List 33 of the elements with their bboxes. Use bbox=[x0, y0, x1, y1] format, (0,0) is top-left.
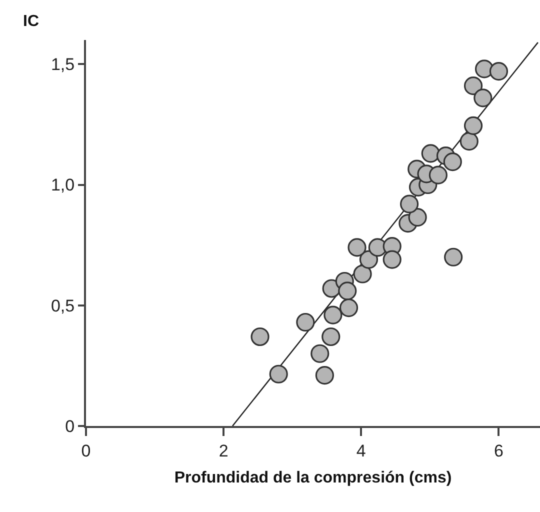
point bbox=[322, 327, 340, 346]
point bbox=[339, 298, 358, 318]
y-tick-label: 1,0 bbox=[50, 176, 75, 195]
point bbox=[428, 166, 448, 184]
point bbox=[324, 306, 342, 324]
point bbox=[464, 76, 483, 96]
point bbox=[310, 344, 330, 363]
y-tick-label: 0,5 bbox=[50, 296, 75, 316]
point bbox=[408, 208, 427, 227]
point bbox=[443, 152, 462, 172]
point bbox=[489, 62, 508, 81]
x-tick-label: 6 bbox=[494, 441, 504, 460]
y-axis-title: IC bbox=[23, 13, 40, 30]
point bbox=[400, 194, 419, 214]
x-tick-label: 2 bbox=[218, 441, 228, 460]
point bbox=[460, 132, 478, 151]
x-tick-label: 4 bbox=[356, 441, 366, 460]
y-tick-label: 0 bbox=[65, 416, 75, 436]
point bbox=[464, 116, 483, 135]
point bbox=[315, 366, 334, 385]
x-tick-label: 0 bbox=[81, 441, 91, 460]
x-axis-title: Profundidad de la compresión (cms) bbox=[174, 470, 452, 487]
point bbox=[269, 364, 288, 384]
point bbox=[338, 282, 357, 300]
point bbox=[296, 312, 315, 332]
point bbox=[353, 264, 372, 284]
point bbox=[444, 248, 463, 266]
point bbox=[348, 238, 366, 257]
point bbox=[421, 144, 440, 163]
point bbox=[382, 250, 402, 269]
point bbox=[474, 88, 492, 108]
point bbox=[250, 327, 270, 346]
y-tick-label: 1,5 bbox=[50, 55, 75, 74]
